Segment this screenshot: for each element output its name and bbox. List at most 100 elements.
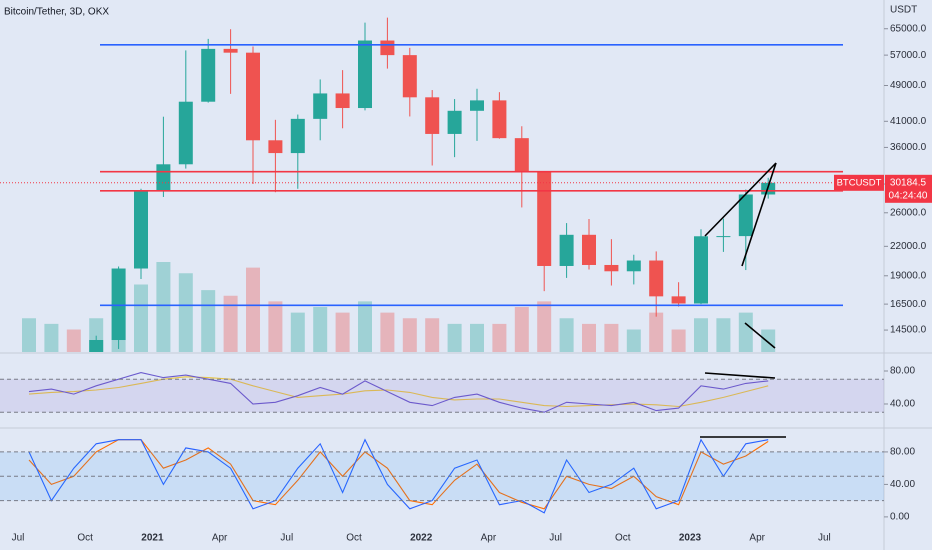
- x-tick-label: Jul: [280, 533, 293, 544]
- volume-bar: [559, 318, 574, 352]
- x-tick-label: Jul: [12, 533, 25, 544]
- volume-bar: [604, 323, 619, 352]
- candle-body: [425, 97, 440, 134]
- currency-label: USDT: [890, 5, 917, 16]
- candle-body: [156, 164, 171, 192]
- x-tick-label: 2022: [410, 533, 433, 544]
- candle-body: [134, 191, 148, 269]
- wedge-lower: [741, 162, 777, 267]
- y-tick-label: 26000.0: [890, 207, 927, 218]
- candle-body: [604, 264, 619, 272]
- volume-bar: [201, 290, 216, 352]
- volume-bar: [738, 312, 753, 352]
- y-tick-label: 40.00: [890, 399, 915, 410]
- candle-body: [380, 40, 395, 56]
- volume-bar: [402, 318, 417, 352]
- price-badge: [885, 174, 932, 203]
- volume-bar: [447, 323, 462, 352]
- volume-bar: [22, 318, 36, 352]
- trendlines: [700, 162, 786, 438]
- volume-bar: [761, 329, 776, 352]
- x-tick-label: 2023: [679, 533, 702, 544]
- x-tick-label: Oct: [77, 533, 93, 544]
- candle-body: [313, 93, 328, 119]
- wedge-upper: [704, 162, 777, 237]
- volume-bar: [156, 262, 171, 352]
- volume-bar: [537, 301, 552, 352]
- y-tick-label: 65000.0: [890, 23, 927, 34]
- y-tick-label: 57000.0: [890, 50, 927, 61]
- volume-trendline: [744, 322, 776, 349]
- y-tick-label: 49000.0: [890, 80, 927, 91]
- price-countdown: 04:24:40: [889, 190, 928, 201]
- volume-bar: [246, 267, 260, 352]
- volume-bar: [492, 323, 507, 352]
- volume-bar: [671, 329, 686, 352]
- candle-body: [89, 340, 104, 352]
- candle-body: [470, 100, 484, 111]
- y-tick-label: 14500.0: [890, 325, 927, 336]
- y-tick-label: 16500.0: [890, 299, 927, 310]
- candle-body: [358, 40, 372, 109]
- candle-body: [559, 234, 574, 266]
- candle-body: [649, 260, 664, 297]
- symbol-label: BTCUSDT: [837, 177, 882, 188]
- rsi-band-fill: [0, 379, 884, 413]
- volume-bar: [582, 323, 596, 352]
- y-tick-label: 80.00: [890, 447, 915, 458]
- candle-body: [290, 118, 305, 154]
- y-tick-label: 41000.0: [890, 116, 927, 127]
- rsi-trendline: [704, 372, 776, 379]
- candle-body: [223, 48, 238, 53]
- volume-bar: [358, 301, 372, 352]
- volume-bar: [223, 295, 238, 352]
- candle-body: [246, 52, 260, 141]
- candle-body: [537, 172, 552, 266]
- volume-bar: [425, 318, 440, 352]
- stoch-k-line: [28, 438, 769, 514]
- volume-bar: [716, 318, 731, 352]
- y-tick-label: 36000.0: [890, 142, 927, 153]
- price-value: 30184.5: [890, 177, 927, 188]
- candle-body: [402, 55, 417, 98]
- x-tick-label: Apr: [212, 533, 228, 544]
- candle-body: [111, 268, 126, 341]
- candle-body: [582, 234, 596, 265]
- candle-body: [716, 236, 731, 238]
- candle-body: [738, 194, 753, 237]
- candle-body: [626, 260, 641, 272]
- y-tick-label: 19000.0: [890, 270, 927, 281]
- y-tick-label: 0.00: [890, 512, 910, 523]
- volume-bar: [313, 307, 328, 352]
- y-tick-label: 22000.0: [890, 241, 927, 252]
- x-tick-label: Apr: [481, 533, 497, 544]
- chart-title: Bitcoin/Tether, 3D, OKX: [4, 7, 109, 18]
- volume-bar: [649, 312, 664, 352]
- volume-bar: [335, 312, 350, 352]
- candle-body: [492, 100, 507, 139]
- volume-bar: [268, 301, 283, 352]
- rsi-ma-line: [28, 376, 769, 408]
- volume-bar: [380, 312, 395, 352]
- candle-body: [178, 101, 193, 165]
- candle-body: [268, 140, 283, 154]
- x-tick-label: Jul: [549, 533, 562, 544]
- volume-bar: [514, 307, 529, 352]
- y-tick-label: 40.00: [890, 479, 915, 490]
- x-tick-label: Apr: [749, 533, 765, 544]
- volume-bar: [694, 318, 708, 352]
- volume-bar: [178, 273, 193, 352]
- volume-bar: [44, 323, 59, 352]
- volume-bar: [66, 329, 81, 352]
- symbol-badge: [834, 174, 884, 191]
- x-tick-label: Jul: [818, 533, 831, 544]
- x-tick-label: Oct: [346, 533, 362, 544]
- volume-bar: [626, 329, 641, 352]
- volume-bar: [470, 323, 484, 352]
- volume-bar: [134, 284, 148, 352]
- x-tick-label: Oct: [615, 533, 631, 544]
- x-tick-label: 2021: [141, 533, 164, 544]
- candle-body: [335, 93, 350, 109]
- candle-body: [201, 48, 216, 102]
